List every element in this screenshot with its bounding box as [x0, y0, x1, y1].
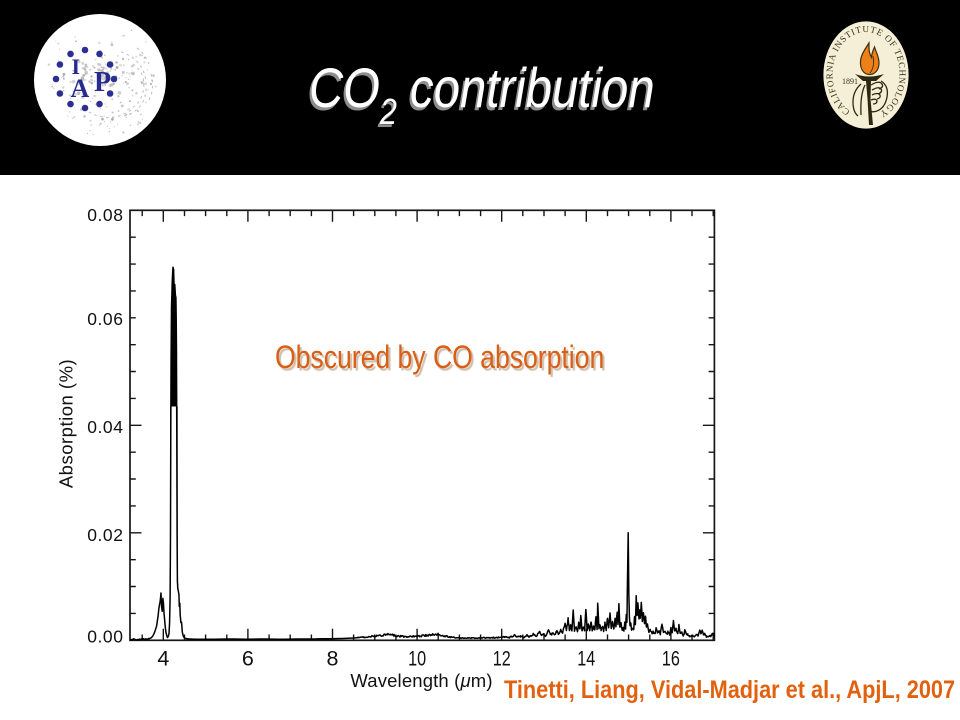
svg-text:4: 4	[157, 647, 169, 671]
svg-text:0.00: 0.00	[87, 626, 123, 646]
svg-text:P: P	[94, 67, 111, 98]
svg-text:1891: 1891	[842, 77, 858, 86]
svg-text:0.08: 0.08	[87, 205, 123, 225]
svg-text:A: A	[71, 74, 90, 103]
svg-text:0.02: 0.02	[87, 525, 123, 545]
svg-text:0.04: 0.04	[87, 417, 123, 437]
svg-text:12: 12	[493, 647, 511, 671]
svg-text:10: 10	[408, 647, 426, 671]
svg-text:Wavelength (μm): Wavelength (μm)	[350, 670, 492, 691]
svg-text:I: I	[72, 54, 81, 79]
svg-text:Absorption (%): Absorption (%)	[56, 359, 77, 488]
svg-text:14: 14	[577, 647, 595, 671]
svg-text:0.06: 0.06	[87, 309, 123, 329]
svg-text:8: 8	[327, 647, 339, 671]
svg-text:6: 6	[242, 647, 254, 671]
svg-text:16: 16	[662, 647, 680, 671]
